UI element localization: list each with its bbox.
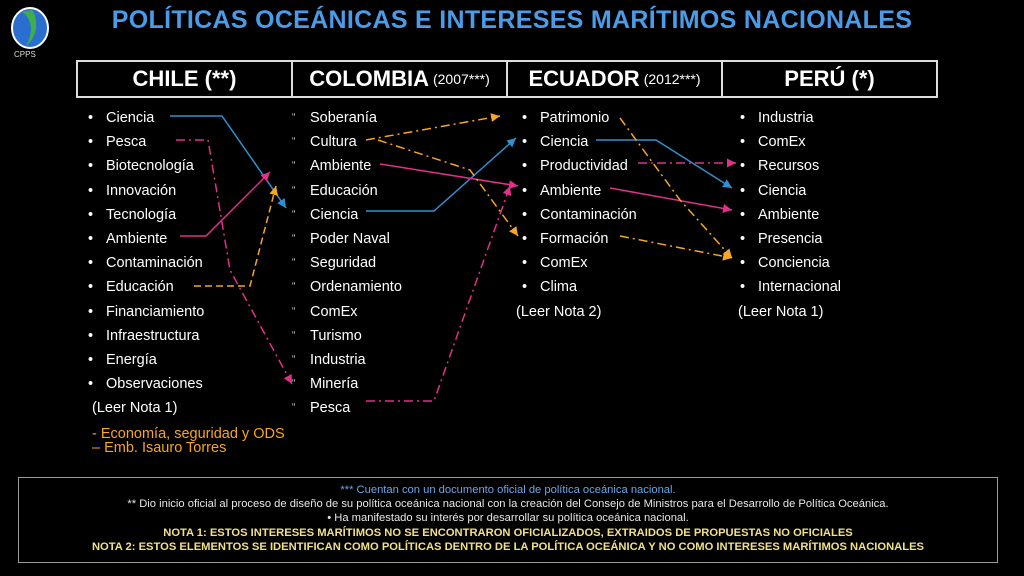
peru-item: ComEx xyxy=(738,130,841,154)
chile-item: Energía xyxy=(86,348,292,372)
header-chile: CHILE (**) xyxy=(78,62,293,96)
footer-nota-2: NOTA 2: ESTOS ELEMENTOS SE IDENTIFICAN C… xyxy=(91,540,925,553)
ecuador-list: Patrimonio Ciencia Productividad Ambient… xyxy=(520,106,637,300)
peru-item: Internacional xyxy=(738,275,841,299)
chile-item: Educación xyxy=(86,275,292,299)
chile-extra-note: - Economía, seguridad y ODS – Emb. Isaur… xyxy=(92,425,285,456)
colombia-list: Soberanía Cultura Ambiente Educación Cie… xyxy=(290,106,402,421)
colombia-item: Industria xyxy=(290,348,402,372)
footer-line-1: *** Cuentan con un documento oficial de … xyxy=(340,484,676,496)
ecuador-item: Ambiente xyxy=(520,179,637,203)
peru-note: (Leer Nota 1) xyxy=(738,303,824,320)
ecuador-item: Formación xyxy=(520,227,637,251)
header-peru-main: PERÚ (*) xyxy=(784,66,875,91)
link-cultura-formacion xyxy=(377,139,519,237)
chile-item: Contaminación xyxy=(86,251,292,275)
link-ambiente-colombia-ecuador xyxy=(379,163,519,190)
colombia-item: Educación xyxy=(290,179,402,203)
page-title: POLÍTICAS OCEÁNICAS E INTERESES MARÍTIMO… xyxy=(111,6,913,34)
chile-item: Biotecnología xyxy=(86,154,292,178)
colombia-item: Cultura xyxy=(290,130,402,154)
footer-notes: *** Cuentan con un documento oficial de … xyxy=(18,477,998,563)
chile-item: Ambiente xyxy=(86,227,292,251)
peru-item: Industria xyxy=(738,106,841,130)
ecuador-column: Patrimonio Ciencia Productividad Ambient… xyxy=(516,106,637,324)
chile-note: (Leer Nota 1) xyxy=(92,400,178,417)
peru-item: Ambiente xyxy=(738,203,841,227)
footer-line-2: ** Dio inicio oficial al proceso de dise… xyxy=(127,498,889,511)
link-formacion-conciencia xyxy=(619,235,733,261)
peru-column: Industria ComEx Recursos Ciencia Ambient… xyxy=(738,106,841,324)
footer-line-3: • Ha manifestado su interés por desarrol… xyxy=(327,512,689,525)
ecuador-item: Ciencia xyxy=(520,130,637,154)
link-pesca-chile-colombia xyxy=(176,139,293,385)
country-header-table: CHILE (**) COLOMBIA (2007***) ECUADOR (2… xyxy=(76,60,938,98)
link-ambiente-ecuador-peru xyxy=(609,187,733,213)
header-peru: PERÚ (*) xyxy=(723,62,936,96)
link-ciencia-ecuador-peru xyxy=(596,139,733,189)
header-colombia: COLOMBIA (2007***) xyxy=(293,62,508,96)
header-colombia-main: COLOMBIA xyxy=(309,66,429,91)
chile-column: Ciencia Pesca Biotecnología Innovación T… xyxy=(86,106,292,455)
ecuador-note: (Leer Nota 2) xyxy=(516,303,602,320)
header-ecuador-main: ECUADOR xyxy=(528,66,640,91)
link-ciencia-colombia-ecuador xyxy=(366,137,517,212)
colombia-item: Soberanía xyxy=(290,106,402,130)
colombia-item: Minería xyxy=(290,372,402,396)
colombia-item: Turismo xyxy=(290,324,402,348)
colombia-item: Ciencia xyxy=(290,203,402,227)
header-colombia-sub: (2007***) xyxy=(432,71,490,87)
link-educacion-chile-colombia xyxy=(194,185,279,287)
chile-item: Innovación xyxy=(86,179,292,203)
ecuador-item: Contaminación xyxy=(520,203,637,227)
peru-item: Ciencia xyxy=(738,179,841,203)
colombia-item: Ordenamiento xyxy=(290,275,402,299)
ecuador-item: Patrimonio xyxy=(520,106,637,130)
chile-item: Tecnología xyxy=(86,203,292,227)
header-chile-main: CHILE (**) xyxy=(132,66,237,91)
colombia-item: Ambiente xyxy=(290,154,402,178)
link-pesca-colombia-ecuador xyxy=(366,185,512,402)
chile-item: Pesca xyxy=(86,130,292,154)
peru-item: Conciencia xyxy=(738,251,841,275)
footer-nota-1: NOTA 1: ESTOS INTERESES MARÍTIMOS NO SE … xyxy=(163,526,853,539)
chile-item: Observaciones xyxy=(86,372,292,396)
header-ecuador-sub: (2012***) xyxy=(643,71,701,87)
chile-list: Ciencia Pesca Biotecnología Innovación T… xyxy=(86,106,292,397)
link-ciencia-chile-colombia xyxy=(170,115,287,209)
header-ecuador: ECUADOR (2012***) xyxy=(508,62,723,96)
colombia-column: Soberanía Cultura Ambiente Educación Cie… xyxy=(290,106,402,421)
link-patrimonio-conciencia xyxy=(619,117,733,259)
ecuador-item: Productividad xyxy=(520,154,637,178)
chile-item: Financiamiento xyxy=(86,300,292,324)
ecuador-item: ComEx xyxy=(520,251,637,275)
link-ambiente-chile-colombia xyxy=(180,171,271,237)
link-cultura-patrimonio xyxy=(365,113,501,141)
colombia-item: Seguridad xyxy=(290,251,402,275)
peru-item: Recursos xyxy=(738,154,841,178)
peru-item: Presencia xyxy=(738,227,841,251)
chile-item: Infraestructura xyxy=(86,324,292,348)
colombia-item: Pesca xyxy=(290,396,402,420)
chile-item: Ciencia xyxy=(86,106,292,130)
logo-label: CPPS xyxy=(14,50,36,59)
ecuador-item: Clima xyxy=(520,275,637,299)
peru-list: Industria ComEx Recursos Ciencia Ambient… xyxy=(738,106,841,300)
colombia-item: ComEx xyxy=(290,300,402,324)
colombia-item: Poder Naval xyxy=(290,227,402,251)
cpps-logo-icon xyxy=(11,7,49,49)
